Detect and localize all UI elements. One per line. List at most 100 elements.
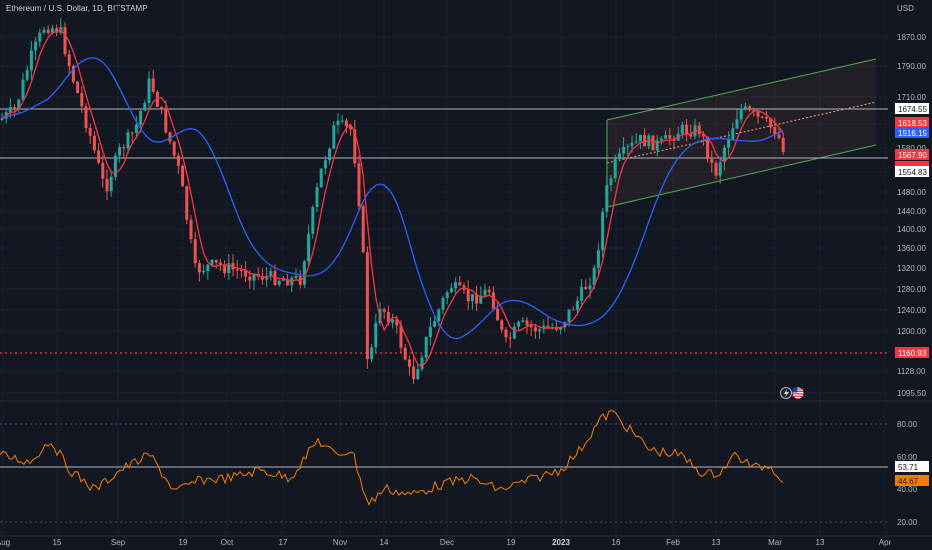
candle-body	[55, 28, 59, 33]
candle-body	[739, 108, 743, 120]
price-tick: 1095.50	[897, 389, 926, 398]
candle-body	[735, 119, 739, 129]
candle-body	[441, 298, 445, 310]
chart-title: Ethereum / U.S. Dollar, 1D, BITSTAMP	[6, 4, 148, 13]
badge-rsi-level-bg	[895, 461, 929, 472]
candle-body	[118, 147, 122, 156]
candle-body	[357, 163, 361, 207]
candle-body	[164, 108, 168, 133]
candle-body	[134, 124, 138, 133]
candle-body	[521, 320, 525, 322]
candle-body	[533, 327, 537, 332]
candle-body	[756, 111, 760, 117]
price-tick: 1580.00	[897, 144, 926, 153]
parallel-channel[interactable]	[606, 58, 877, 208]
candle-body	[391, 319, 395, 323]
candle-body	[445, 292, 449, 299]
badge-rsi-value-bg	[895, 475, 929, 486]
candle-body	[311, 206, 315, 234]
time-tick: Mar	[768, 538, 782, 547]
candle-body	[643, 134, 647, 147]
candle-body	[269, 271, 273, 276]
ma-slow-line	[1, 57, 784, 340]
channel-lower	[606, 144, 877, 208]
candle-body	[781, 138, 785, 153]
candle-body	[412, 366, 416, 380]
candle-body	[601, 211, 605, 251]
time-tick: Sep	[111, 538, 126, 547]
candle-body	[668, 135, 672, 139]
candle-body	[80, 92, 84, 107]
candle-body	[706, 136, 710, 160]
candle-body	[651, 135, 655, 151]
candle-body	[449, 288, 453, 293]
candle-body	[710, 159, 714, 163]
time-tick: Feb	[666, 538, 680, 547]
price-tick: 1440.00	[897, 207, 926, 216]
chart-icons[interactable]	[780, 387, 804, 399]
time-tick: Dec	[440, 538, 454, 547]
candle-body	[17, 99, 21, 110]
candle-body	[76, 81, 80, 93]
lightning-icon[interactable]	[780, 387, 792, 399]
candle-body	[323, 160, 327, 169]
candle-body	[584, 286, 588, 290]
candle-body	[147, 78, 151, 103]
candle-body	[214, 259, 218, 263]
time-tick: Oct	[221, 538, 234, 547]
price-tick: 1200.00	[897, 327, 926, 336]
candle-body	[353, 129, 357, 164]
candle-body	[38, 32, 42, 42]
candle-body	[252, 273, 256, 281]
badge-blue-ma-bg	[895, 127, 929, 138]
candle-body	[13, 107, 17, 110]
candle-body	[399, 325, 403, 348]
time-tick: Apr	[879, 538, 892, 547]
candle-body	[361, 206, 365, 253]
candle-body	[466, 289, 470, 302]
candle-body	[34, 41, 38, 51]
candle-body	[307, 233, 311, 262]
candle-body	[109, 176, 113, 192]
price-tick: 1320.00	[897, 264, 926, 273]
channel-median	[606, 101, 877, 164]
candle-body	[416, 368, 420, 380]
candle-body	[286, 279, 290, 286]
rsi-tick: 80.00	[897, 420, 918, 429]
candle-body	[227, 263, 231, 274]
price-tick: 1280.00	[897, 285, 926, 294]
badge-support: 1554.83	[898, 168, 927, 177]
candle-body	[155, 91, 159, 107]
candle-body	[575, 300, 579, 310]
candle-body	[588, 285, 592, 290]
grid	[0, 0, 932, 537]
price-tick: 1240.00	[897, 306, 926, 315]
candle-body	[525, 320, 529, 326]
candle-body	[97, 150, 101, 163]
candle-body	[235, 269, 239, 271]
time-tick: Nov	[333, 538, 347, 547]
candle-body	[433, 321, 437, 327]
candle-body	[546, 325, 550, 328]
price-tick: 1710.00	[897, 93, 926, 102]
time-tick: 14	[380, 538, 389, 547]
candle-body	[475, 294, 479, 304]
candle-body	[349, 126, 353, 130]
candle-body	[370, 347, 374, 360]
candle-body	[315, 187, 319, 207]
candle-body	[8, 107, 12, 113]
time-tick: 15	[53, 538, 62, 547]
us-flag-icon[interactable]	[792, 387, 804, 399]
candle-body	[382, 309, 386, 312]
channel-upper	[606, 58, 877, 121]
time-tick: 19	[507, 538, 516, 547]
candle-body	[634, 141, 638, 143]
candle-body	[500, 320, 504, 330]
badge-red-ma-bg	[895, 117, 929, 128]
candle-body	[143, 102, 147, 111]
badge-dotted-level: 1160.93	[898, 349, 927, 358]
candle-body	[176, 155, 180, 166]
